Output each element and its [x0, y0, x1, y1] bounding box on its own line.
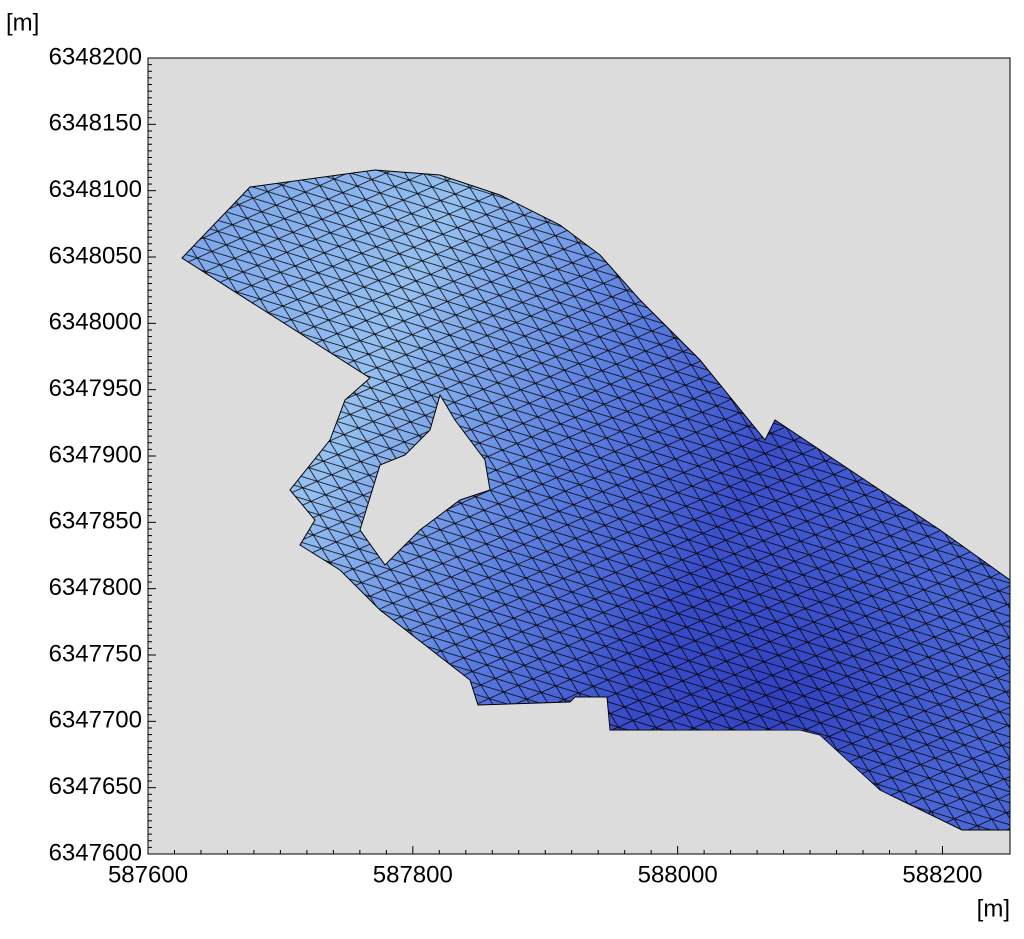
y-tick-label: 6347850 — [49, 508, 142, 535]
mesh — [181, 169, 1010, 831]
y-tick-label: 6347900 — [49, 441, 142, 468]
y-tick-label: 6347950 — [49, 375, 142, 402]
y-tick-label: 6347600 — [49, 839, 142, 866]
y-axis-label: [m] — [6, 9, 39, 36]
y-tick-label: 6347800 — [49, 574, 142, 601]
y-tick-label: 6347750 — [49, 640, 142, 667]
y-tick-label: 6348150 — [49, 110, 142, 137]
x-tick-label: 587800 — [373, 861, 453, 888]
y-tick-label: 6347700 — [49, 707, 142, 734]
x-tick-label: 588200 — [902, 861, 982, 888]
mesh-elements — [182, 170, 1010, 830]
x-tick-label: 587600 — [108, 861, 188, 888]
y-tick-label: 6347650 — [49, 773, 142, 800]
y-tick-label: 6348050 — [49, 242, 142, 269]
y-tick-label: 6348200 — [49, 43, 142, 70]
x-tick-label: 588000 — [638, 861, 718, 888]
x-axis-label: [m] — [977, 895, 1010, 922]
y-tick-label: 6348000 — [49, 309, 142, 336]
y-tick-label: 6348100 — [49, 176, 142, 203]
